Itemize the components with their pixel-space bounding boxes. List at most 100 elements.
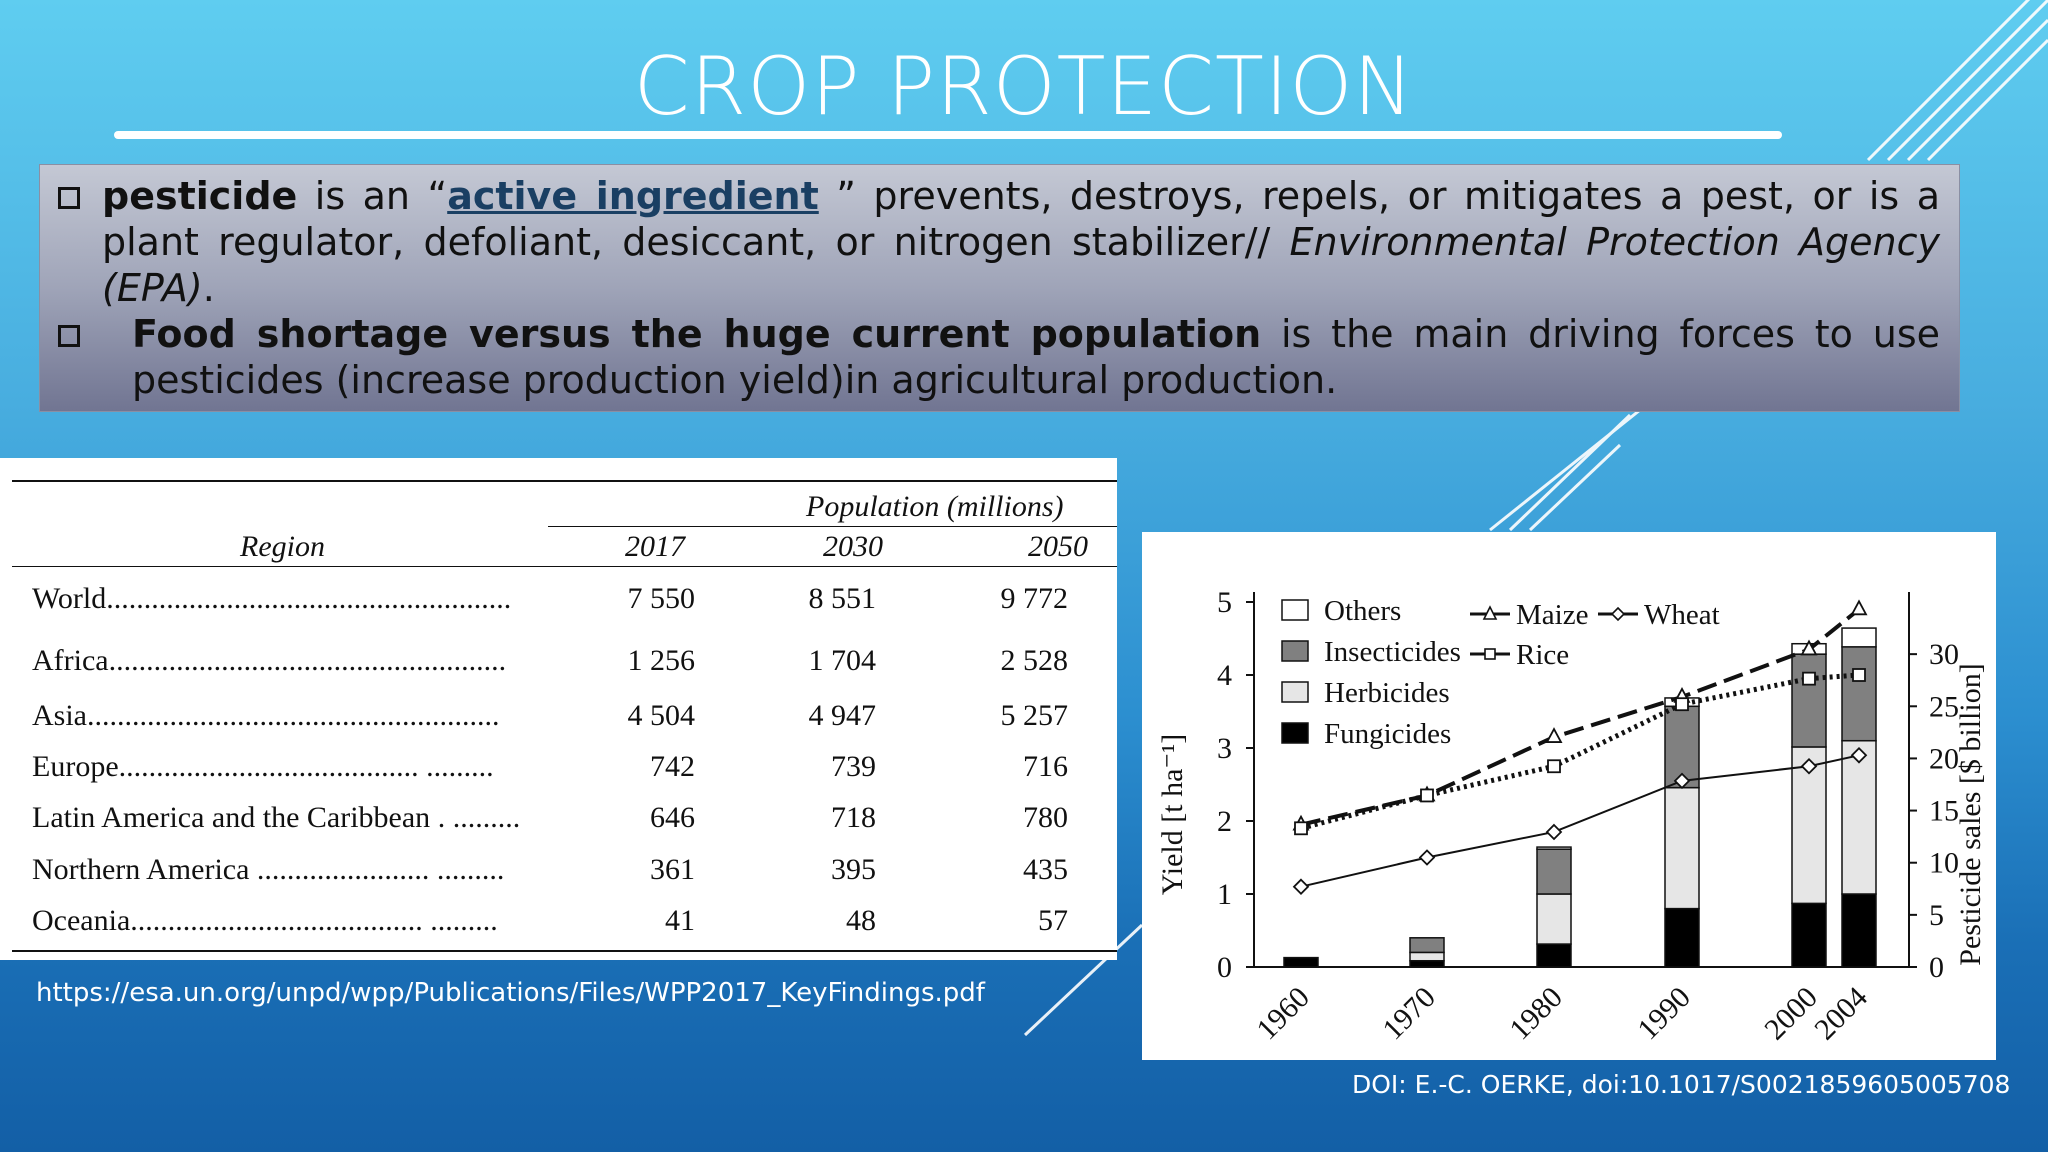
bar-segment	[1409, 959, 1445, 968]
region-name: Latin America and the Caribbean . ......…	[32, 801, 521, 834]
y2-tick-label: 5	[1929, 899, 1944, 932]
value-2050: 57	[1038, 904, 1068, 937]
legend-label: Others	[1324, 595, 1401, 627]
series-line	[1300, 672, 1860, 831]
year-header-2017: 2017	[625, 530, 685, 563]
year-header-2030: 2030	[823, 530, 883, 563]
y-axis-label: Yield [t ha⁻¹]	[1156, 734, 1189, 895]
value-2030: 8 551	[808, 582, 877, 615]
y2-tick-label: 0	[1929, 951, 1944, 984]
data-point	[1545, 823, 1563, 841]
data-point	[1675, 697, 1689, 712]
data-point	[1547, 759, 1561, 774]
header-bottom-rule	[12, 566, 1117, 567]
term-food-shortage: Food shortage versus the huge current po…	[132, 312, 1262, 356]
bar-segment	[1664, 786, 1700, 910]
y-tick-label: 1	[1217, 878, 1232, 911]
data-point	[1850, 747, 1868, 764]
legend-swatch	[1281, 599, 1309, 621]
x-tick-label: 1970	[1376, 981, 1442, 1047]
value-2030: 4 947	[808, 699, 877, 732]
value-2017: 7 550	[627, 582, 696, 615]
value-2030: 718	[831, 801, 876, 834]
value-2017: 646	[650, 801, 695, 834]
y2-axis-label: Pesticide sales [$ billion]	[1954, 663, 1987, 965]
value-2017: 41	[665, 904, 695, 937]
legend-label: Wheat	[1644, 599, 1720, 631]
yield-pesticide-chart: 0 1 2 3 4 5 0 5 10 15 20 25 30 Yield [t ha⁻¹] Pesticid…	[1142, 532, 1996, 1060]
chart-source-doi: DOI: E.-C. OERKE, doi:10.1017/S002185960…	[1352, 1070, 2011, 1099]
legend-swatch	[1281, 681, 1309, 703]
bar-segment	[1841, 627, 1877, 648]
data-point	[1292, 878, 1310, 895]
bar-segment	[1536, 846, 1572, 850]
definition-lead: is an “	[297, 174, 448, 218]
legend-label: Maize	[1516, 599, 1588, 631]
value-2050: 9 772	[1000, 582, 1069, 615]
slide-title: CROP PROTECTION	[633, 40, 1415, 133]
value-2050: 5 257	[1000, 699, 1069, 732]
data-point	[1294, 821, 1308, 836]
legend-label: Herbicides	[1324, 677, 1450, 709]
x-tick-label: 1990	[1631, 981, 1697, 1047]
active-ingredient-link[interactable]: active ingredient	[447, 174, 819, 218]
y-tick-label: 0	[1217, 951, 1232, 984]
region-name: Europe..................................…	[32, 750, 494, 783]
y2-tick-label: 30	[1929, 638, 1959, 671]
value-2050: 435	[1023, 853, 1068, 886]
population-group-header: Population (millions)	[806, 490, 1064, 523]
definition-end: .	[202, 266, 215, 310]
definition-source: Environmental Protection Agency (EPA)	[102, 220, 1941, 310]
y-tick-label: 3	[1217, 732, 1232, 765]
legend-swatch	[1281, 722, 1309, 744]
value-2017: 742	[650, 750, 695, 783]
legend-label: Fungicides	[1324, 718, 1451, 750]
value-2050: 2 528	[1000, 644, 1069, 677]
region-name: Northern America .......................…	[32, 853, 505, 886]
definition-text: ” prevents, destroys, repels, or mitigat…	[102, 174, 1941, 264]
value-2030: 395	[831, 853, 876, 886]
region-header: Region	[240, 530, 325, 563]
population-table: Population (millions) Region 2017 2030 2…	[0, 458, 1117, 960]
x-tick-label: 2004	[1808, 981, 1874, 1047]
data-point	[1420, 788, 1434, 803]
legend-swatch	[1281, 640, 1309, 662]
bar-segment	[1283, 956, 1319, 968]
bar-segment	[1791, 902, 1827, 968]
table-bottom-rule	[12, 950, 1117, 952]
value-2017: 361	[650, 853, 695, 886]
bar-segment	[1841, 739, 1877, 895]
data-point	[1545, 727, 1563, 743]
value-2050: 780	[1023, 801, 1068, 834]
data-point	[1800, 639, 1818, 656]
value-2030: 1 704	[808, 644, 877, 677]
region-name: Oceania.................................…	[32, 904, 498, 937]
food-shortage-statement: Food shortage versus the huge current po…	[132, 311, 1940, 403]
term-pesticide: pesticide	[102, 174, 298, 218]
checkbox-bullet-icon	[58, 325, 80, 347]
y-tick-label: 2	[1217, 805, 1232, 838]
value-2030: 48	[846, 904, 876, 937]
value-2017: 1 256	[627, 644, 696, 677]
legend-marker	[1610, 606, 1626, 622]
legend-marker	[1484, 648, 1496, 660]
data-point	[1800, 757, 1818, 775]
series-line	[1300, 754, 1860, 888]
bar-segment	[1841, 893, 1877, 968]
bar-segment	[1664, 907, 1700, 968]
y2-tick-label: 15	[1929, 795, 1959, 828]
series-line	[1300, 607, 1861, 827]
bar-segment	[1841, 646, 1877, 742]
year-header-2050: 2050	[1028, 530, 1088, 563]
data-point	[1852, 668, 1866, 682]
bar-segment	[1536, 893, 1572, 945]
y2-tick-label: 10	[1929, 847, 1959, 880]
bar-segment	[1409, 951, 1445, 962]
y-tick-label: 5	[1217, 586, 1232, 619]
region-name: World...................................…	[32, 582, 512, 615]
table-source-link[interactable]: https://esa.un.org/unpd/wpp/Publications…	[36, 978, 985, 1008]
y2-tick-label: 20	[1929, 742, 1959, 775]
value-2050: 716	[1023, 750, 1068, 783]
region-name: Asia....................................…	[32, 699, 500, 732]
